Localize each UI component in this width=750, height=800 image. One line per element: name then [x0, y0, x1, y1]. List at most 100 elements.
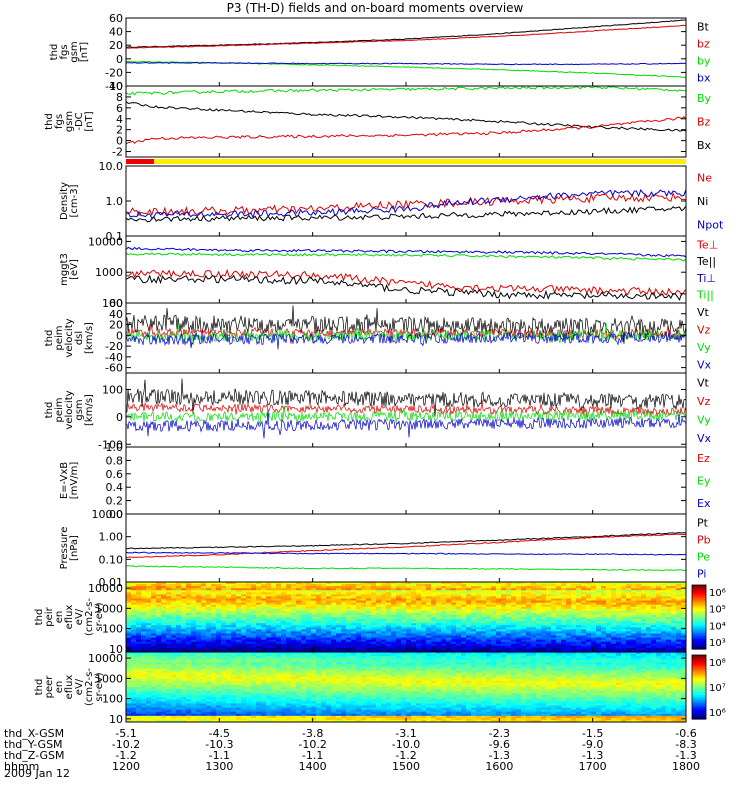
- spectrogram-cell: [621, 623, 627, 626]
- spectrogram-cell: [131, 656, 137, 659]
- spectrogram-cell: [496, 590, 502, 593]
- spectrogram-cell: [186, 586, 192, 589]
- spectrogram-cell: [186, 684, 192, 688]
- spectrogram-cell: [131, 588, 137, 591]
- spectrogram-cell: [566, 600, 572, 604]
- spectrogram-cell: [156, 666, 162, 670]
- spectrogram-cell: [261, 621, 267, 624]
- spectrogram-cell: [226, 705, 232, 709]
- spectrogram-cell: [196, 631, 202, 635]
- spectrogram-cell: [461, 582, 467, 585]
- spectrogram-cell: [591, 598, 597, 602]
- spectrogram-cell: [626, 606, 632, 610]
- spectrogram-cell: [166, 629, 172, 633]
- spectrogram-cell: [636, 614, 642, 618]
- spectrogram-cell: [311, 637, 317, 641]
- spectrogram-cell: [416, 610, 422, 614]
- spectrogram-cell: [376, 633, 382, 637]
- spectrogram-cell: [336, 635, 342, 639]
- spectrogram-cell: [226, 588, 232, 591]
- spectrogram-cell: [436, 647, 442, 651]
- spectrogram-cell: [221, 631, 227, 635]
- spectrogram-cell: [456, 588, 462, 591]
- spectrogram-cell: [201, 701, 207, 705]
- spectrogram-cell: [246, 676, 252, 680]
- spectrogram-cell: [191, 647, 197, 651]
- spectrogram-cell: [636, 604, 642, 608]
- spectrogram-cell: [266, 631, 272, 635]
- spectrogram-cell: [461, 612, 467, 616]
- spectrogram-cell: [141, 658, 147, 661]
- spectrogram-cell: [411, 582, 417, 585]
- spectrogram-cell: [406, 586, 412, 589]
- spectrogram-cell: [151, 684, 157, 688]
- spectrogram-cell: [671, 617, 677, 620]
- spectrogram-cell: [151, 631, 157, 635]
- spectrogram-cell: [136, 689, 142, 692]
- spectrogram-cell: [401, 590, 407, 593]
- spectrogram-cell: [211, 678, 217, 682]
- spectrogram-cell: [531, 582, 537, 585]
- spectrogram-cell: [126, 641, 132, 645]
- spectrogram-cell: [406, 627, 412, 630]
- spectrogram-cell: [271, 649, 277, 652]
- spectrogram-cell: [231, 629, 237, 633]
- spectrogram-cell: [666, 590, 672, 593]
- spectrogram-cell: [186, 654, 192, 657]
- spectrogram-cell: [651, 582, 657, 585]
- spectrogram-cell: [136, 594, 142, 598]
- spectrogram-cell: [226, 709, 232, 713]
- series-line-Pi: [126, 551, 686, 556]
- spectrogram-cell: [546, 596, 552, 600]
- spectrogram-cell: [136, 582, 142, 585]
- spectrogram-cell: [311, 602, 317, 606]
- spectrogram-cell: [351, 649, 357, 652]
- spectrogram-cell: [656, 604, 662, 608]
- spectrogram-cell: [281, 631, 287, 635]
- spectrogram-cell: [301, 643, 307, 647]
- spectrogram-cell: [666, 610, 672, 614]
- spectrogram-cell: [151, 639, 157, 643]
- spectrogram-cell: [381, 649, 387, 652]
- spectrogram-cell: [236, 614, 242, 618]
- spectrogram-cell: [156, 678, 162, 682]
- spectrogram-cell: [596, 612, 602, 616]
- spectrogram-cell: [206, 658, 212, 661]
- spectrogram-cell: [206, 693, 212, 696]
- spectrogram-cell: [161, 649, 167, 652]
- spectrogram-cell: [161, 678, 167, 682]
- spectrogram-cell: [441, 614, 447, 618]
- spectrogram-cell: [131, 674, 137, 678]
- spectrogram-cell: [551, 592, 557, 595]
- spectrogram-cell: [601, 639, 607, 643]
- spectrogram-cell: [501, 625, 507, 628]
- spectrogram-cell: [351, 617, 357, 620]
- spectrogram-cell: [426, 604, 432, 608]
- spectrogram-cell: [271, 590, 277, 593]
- spectrogram-cell: [516, 621, 522, 624]
- spectrogram-cell: [251, 625, 257, 628]
- spectrogram-cell: [641, 639, 647, 643]
- spectrogram-cell: [671, 637, 677, 641]
- spectrogram-cell: [146, 598, 152, 602]
- spectrogram-cell: [231, 596, 237, 600]
- spectrogram-cell: [211, 701, 217, 705]
- spectrogram-cell: [276, 649, 282, 652]
- spectrogram-cell: [436, 596, 442, 600]
- spectrogram-cell: [206, 623, 212, 626]
- spectrogram-cell: [171, 684, 177, 688]
- spectrogram-cell: [146, 717, 152, 721]
- spectrogram-cell: [396, 596, 402, 600]
- spectrogram-cell: [641, 647, 647, 651]
- spectrogram-cell: [141, 670, 147, 674]
- spectrogram-cell: [306, 590, 312, 593]
- spectrogram-cell: [366, 592, 372, 595]
- spectrogram-cell: [571, 614, 577, 618]
- spectrogram-cell: [676, 645, 682, 649]
- spectrogram-cell: [286, 643, 292, 647]
- spectrogram-cell: [341, 594, 347, 598]
- spectrogram-cell: [546, 621, 552, 624]
- spectrogram-cell: [606, 621, 612, 624]
- spectrogram-cell: [401, 621, 407, 624]
- spectrogram-cell: [461, 588, 467, 591]
